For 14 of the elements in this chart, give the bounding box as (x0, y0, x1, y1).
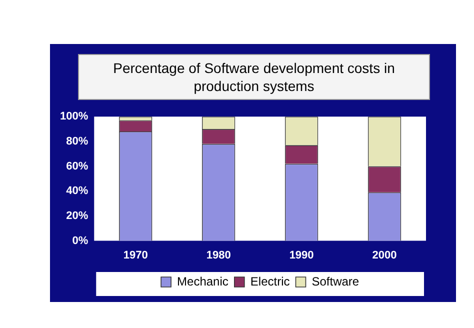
y-tick-label: 100% (60, 110, 88, 123)
legend-label: Mechanic (177, 274, 228, 288)
x-tick-label: 1990 (289, 249, 314, 262)
y-tick-label: 60% (66, 160, 88, 172)
y-tick-label: 0% (72, 234, 88, 247)
chart-title: Percentage of Software development costs in production systems (78, 54, 430, 100)
y-tick-label: 80% (66, 135, 88, 148)
x-tick-label: 1970 (123, 249, 148, 262)
x-tick-label: 1980 (206, 249, 231, 262)
x-tick-label: 2000 (372, 249, 397, 262)
y-tick-label: 40% (66, 185, 88, 198)
y-tick-label: 20% (66, 210, 88, 222)
legend-label: Electric (250, 274, 290, 288)
legend-label: Software (312, 274, 360, 288)
